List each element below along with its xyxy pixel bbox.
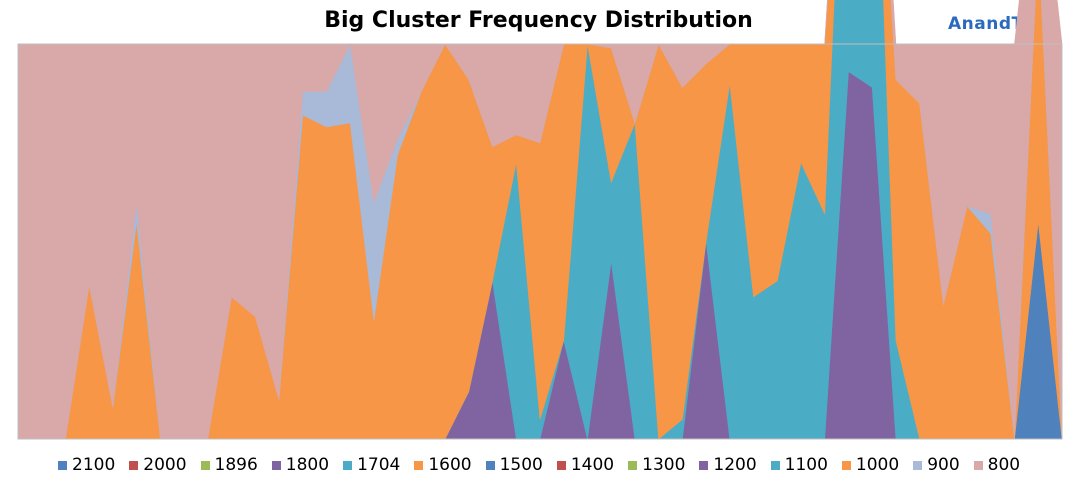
- legend-swatch: [628, 460, 638, 470]
- legend-swatch: [129, 460, 139, 470]
- legend-item-800: 800: [973, 455, 1021, 475]
- legend-item-1200: 1200: [699, 455, 757, 475]
- legend: 2100 2000 1896 1800 1704 1600 1500 1400 1300 1200…: [58, 455, 1034, 475]
- legend-item-1704: 1704: [343, 455, 400, 475]
- legend-label: 1200: [713, 455, 757, 475]
- legend-swatch: [973, 460, 983, 470]
- legend-label: 900: [927, 455, 960, 475]
- legend-swatch: [913, 460, 923, 470]
- legend-item-1896: 1896: [200, 455, 258, 475]
- legend-item-1300: 1300: [628, 455, 685, 475]
- legend-label: 1600: [428, 455, 472, 475]
- legend-swatch: [770, 460, 780, 470]
- legend-item-1600: 1600: [414, 455, 472, 475]
- legend-swatch: [699, 460, 709, 470]
- legend-label: 1500: [499, 455, 543, 475]
- legend-label: 1800: [285, 455, 330, 475]
- legend-label: 800: [987, 455, 1021, 475]
- legend-label: 1400: [570, 455, 615, 475]
- legend-item-2000: 2000: [129, 455, 187, 475]
- legend-item-1100: 1100: [770, 455, 828, 475]
- chart-title: Big Cluster Frequency Distribution: [324, 8, 753, 33]
- legend-swatch: [556, 460, 566, 470]
- legend-swatch: [343, 460, 353, 470]
- legend-item-900: 900: [913, 455, 960, 475]
- legend-swatch: [485, 460, 495, 470]
- legend-label: 1704: [357, 455, 401, 475]
- legend-swatch: [58, 460, 67, 470]
- legend-swatch: [200, 460, 210, 470]
- legend-label: 1000: [855, 455, 900, 475]
- legend-item-1000: 1000: [841, 455, 900, 475]
- legend-label: 1300: [642, 455, 686, 475]
- legend-swatch: [841, 460, 851, 470]
- plot-area-border: [17, 43, 1063, 440]
- legend-item-1400: 1400: [556, 455, 615, 475]
- legend-item-1800: 1800: [271, 455, 330, 475]
- legend-item-1500: 1500: [485, 455, 543, 475]
- legend-swatch: [271, 460, 281, 470]
- legend-label: 2000: [143, 455, 187, 475]
- legend-label: 1100: [784, 455, 828, 475]
- legend-item-2100: 2100: [58, 455, 115, 475]
- area-series-group: [17, 0, 1063, 440]
- legend-label: 1896: [214, 455, 258, 475]
- legend-label: 2100: [72, 455, 116, 475]
- legend-swatch: [414, 460, 424, 470]
